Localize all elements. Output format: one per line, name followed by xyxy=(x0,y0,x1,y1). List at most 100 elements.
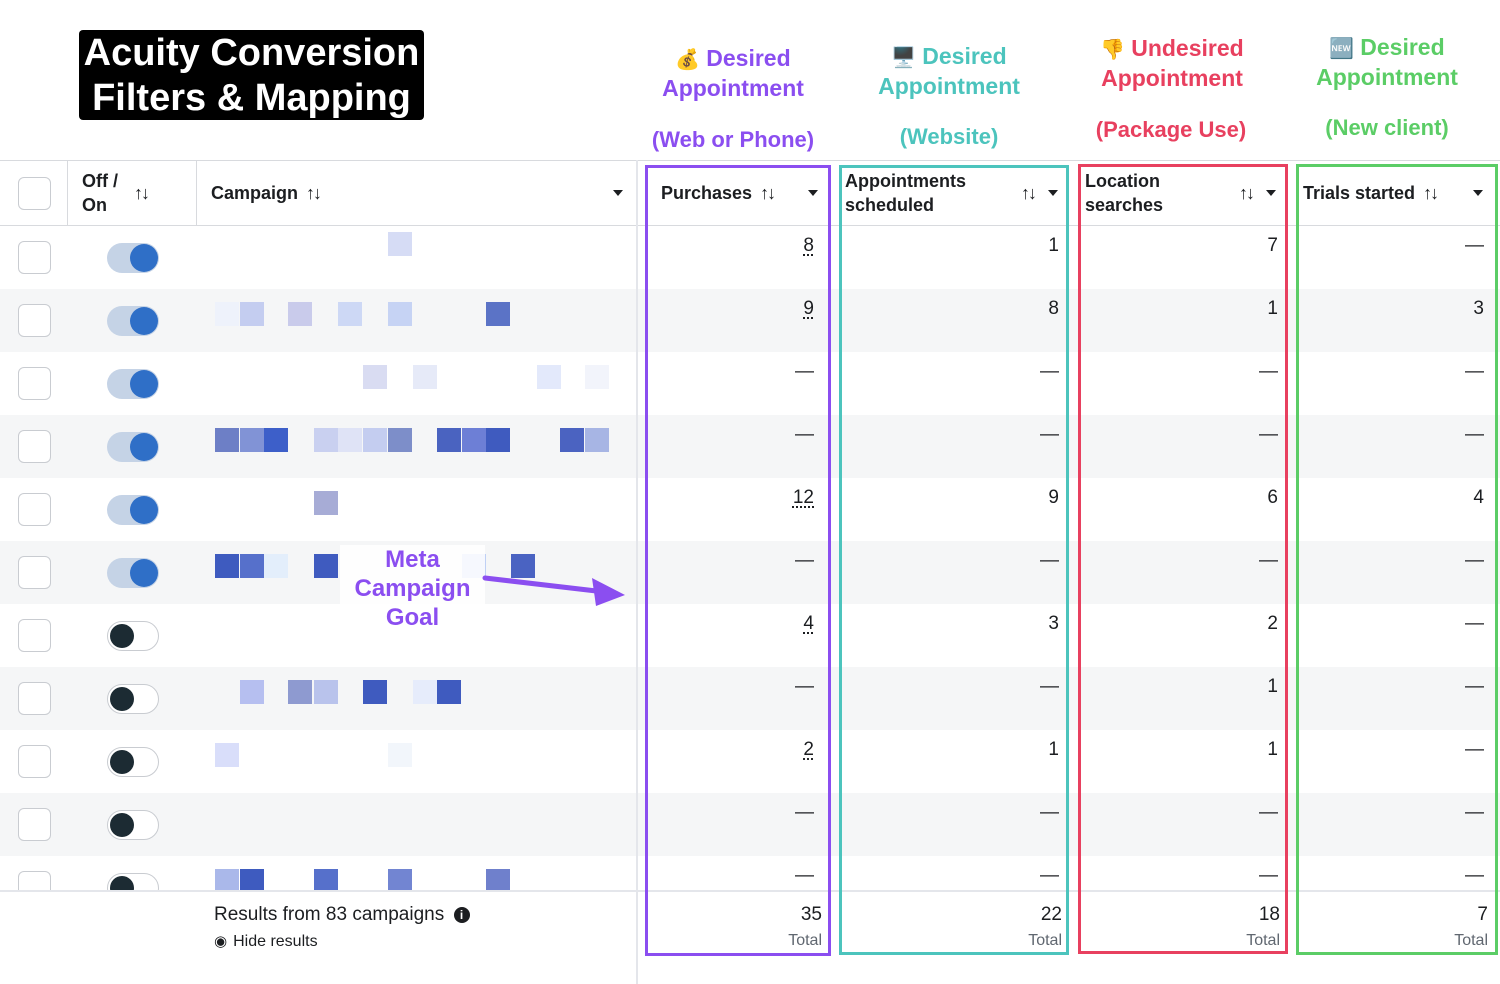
redacted-campaign-name xyxy=(240,869,264,893)
redacted-campaign-name xyxy=(314,554,338,578)
campaign-toggle[interactable] xyxy=(107,369,159,399)
table-row[interactable]: — — — — xyxy=(0,793,1500,856)
row-checkbox[interactable] xyxy=(18,430,51,463)
label-trials-line2: Appointment xyxy=(1316,64,1458,90)
label-trials-sub: (New client) xyxy=(1325,115,1449,140)
toggle-knob xyxy=(130,307,158,335)
header-purchases[interactable]: Purchases ↑↓ xyxy=(661,161,831,225)
table-row[interactable]: 12 9 6 4 xyxy=(0,478,1500,541)
campaign-toggle[interactable] xyxy=(107,684,159,714)
redacted-campaign-name xyxy=(264,428,288,452)
hide-results-button[interactable]: ◉ Hide results xyxy=(214,932,318,951)
info-icon[interactable]: i xyxy=(453,907,470,923)
label-trials-line1: Desired xyxy=(1360,34,1445,60)
header-campaign[interactable]: Campaign ↑↓ xyxy=(211,161,631,225)
row-checkbox[interactable] xyxy=(18,304,51,337)
sort-icon[interactable]: ↑↓ xyxy=(760,183,776,203)
cell-purchases[interactable]: 9 xyxy=(803,298,814,319)
row-checkbox[interactable] xyxy=(18,556,51,589)
label-location-line1: Undesired xyxy=(1131,35,1244,61)
cell-purchases: — xyxy=(795,865,814,886)
campaign-table: Off / On ↑↓ Campaign ↑↓ Purchases ↑↓ App… xyxy=(0,160,1500,984)
row-checkbox[interactable] xyxy=(18,241,51,274)
chevron-down-icon[interactable] xyxy=(1473,190,1483,196)
cell-location: — xyxy=(1259,865,1278,886)
highlight-appointments xyxy=(839,165,1069,955)
row-checkbox[interactable] xyxy=(18,808,51,841)
meta-label-line1: Meta xyxy=(385,546,440,573)
cell-purchases[interactable]: 2 xyxy=(803,739,814,760)
cell-purchases[interactable]: 12 xyxy=(792,487,814,508)
redacted-campaign-name xyxy=(314,680,338,704)
table-row[interactable]: — — — — xyxy=(0,352,1500,415)
meta-label-line3: Goal xyxy=(385,604,440,631)
row-checkbox[interactable] xyxy=(18,619,51,652)
highlight-trials xyxy=(1296,164,1498,955)
cell-appointments: — xyxy=(1040,802,1059,823)
sort-icon[interactable]: ↑↓ xyxy=(306,183,322,203)
table-row[interactable]: 9 8 1 3 xyxy=(0,289,1500,352)
row-checkbox[interactable] xyxy=(18,367,51,400)
campaign-toggle[interactable] xyxy=(107,495,159,525)
total-label: Total xyxy=(1246,932,1280,949)
sort-icon[interactable]: ↑↓ xyxy=(1239,183,1255,203)
cell-purchases: — xyxy=(795,361,814,382)
header-offon[interactable]: Off / On ↑↓ xyxy=(82,161,192,225)
table-row[interactable]: 2 1 1 — xyxy=(0,730,1500,793)
header-appointments-line1: Appointments xyxy=(845,171,966,191)
cell-purchases: — xyxy=(795,676,814,697)
row-checkbox[interactable] xyxy=(18,745,51,778)
sort-icon[interactable]: ↑↓ xyxy=(134,183,150,203)
meta-campaign-goal-label: Meta Campaign Goal xyxy=(340,545,485,632)
campaign-toggle[interactable] xyxy=(107,432,159,462)
redacted-campaign-name xyxy=(585,428,609,452)
new-icon: 🆕 xyxy=(1329,38,1355,60)
select-all-checkbox[interactable] xyxy=(18,177,51,210)
sort-icon[interactable]: ↑↓ xyxy=(1423,183,1439,203)
highlight-location xyxy=(1078,164,1288,954)
cell-purchases: — xyxy=(795,802,814,823)
redacted-campaign-name xyxy=(511,554,535,578)
cell-trials: 4 xyxy=(1473,487,1484,508)
label-appointments-line1: Desired xyxy=(922,43,1007,69)
total-label: Total xyxy=(1028,932,1062,949)
chevron-down-icon[interactable] xyxy=(1266,190,1276,196)
row-checkbox[interactable] xyxy=(18,493,51,526)
table-row[interactable]: — — 1 — xyxy=(0,667,1500,730)
redacted-campaign-name xyxy=(314,491,338,515)
chevron-down-icon[interactable] xyxy=(808,190,818,196)
hide-results-label: Hide results xyxy=(233,933,318,950)
campaign-toggle[interactable] xyxy=(107,810,159,840)
money-bag-icon: 💰 xyxy=(675,49,701,71)
cell-purchases[interactable]: 8 xyxy=(803,235,814,256)
table-row[interactable]: 8 1 7 — xyxy=(0,226,1500,289)
campaign-toggle[interactable] xyxy=(107,747,159,777)
redacted-campaign-name xyxy=(240,302,264,326)
header-trials[interactable]: Trials started ↑↓ xyxy=(1303,161,1493,225)
cell-trials: — xyxy=(1465,676,1484,697)
campaign-toggle[interactable] xyxy=(107,621,159,651)
cell-purchases[interactable]: 4 xyxy=(803,613,814,634)
total-label: Total xyxy=(788,932,822,949)
redacted-campaign-name xyxy=(437,428,461,452)
row-checkbox[interactable] xyxy=(18,682,51,715)
cell-appointments: — xyxy=(1040,865,1059,886)
campaign-toggle[interactable] xyxy=(107,558,159,588)
header-location[interactable]: Location searches ↑↓ xyxy=(1085,161,1285,225)
chevron-down-icon[interactable] xyxy=(1048,190,1058,196)
table-row[interactable]: 4 3 2 — xyxy=(0,604,1500,667)
title-banner: Acuity Conversion Filters & Mapping xyxy=(79,30,424,120)
sort-icon[interactable]: ↑↓ xyxy=(1021,183,1037,203)
campaign-toggle[interactable] xyxy=(107,306,159,336)
cell-location: 7 xyxy=(1267,235,1278,256)
campaign-toggle[interactable] xyxy=(107,243,159,273)
toggle-knob xyxy=(130,559,158,587)
total-purchases: 35 xyxy=(800,904,822,925)
header-appointments[interactable]: Appointments scheduled ↑↓ xyxy=(845,161,1065,225)
table-row[interactable]: — — — — xyxy=(0,541,1500,604)
toggle-knob xyxy=(130,244,158,272)
chevron-down-icon[interactable] xyxy=(613,190,623,196)
cell-purchases: — xyxy=(795,424,814,445)
redacted-campaign-name xyxy=(215,743,239,767)
table-row[interactable]: — — — — xyxy=(0,415,1500,478)
